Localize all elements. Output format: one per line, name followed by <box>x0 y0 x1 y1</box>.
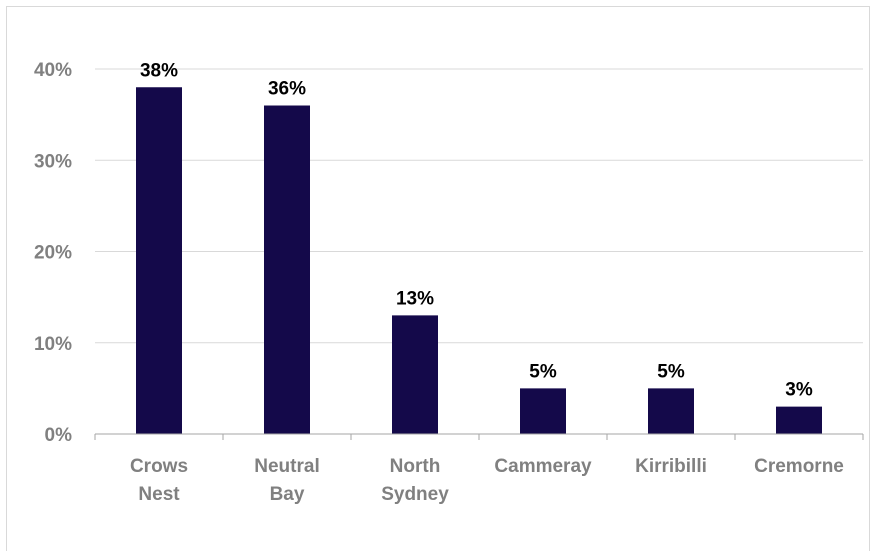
data-label: 13% <box>396 288 434 309</box>
x-tick-label-line: Nest <box>138 484 180 505</box>
category-labels: Crows Nest Neutral Bay North Sydney Cammeray Ki… <box>130 456 844 505</box>
y-tick-label: 20% <box>34 243 72 264</box>
x-tick-label: Kirribilli <box>635 456 707 477</box>
x-tick-label-line: Cremorne <box>754 456 844 477</box>
x-tick-label-line: Neutral <box>254 456 319 477</box>
data-label: 38% <box>140 60 178 81</box>
y-axis-tick-labels: 0% 10% 20% 30% 40% <box>34 60 72 446</box>
data-label: 5% <box>529 361 557 382</box>
bar <box>648 388 694 434</box>
x-tick-label-line: Crows <box>130 456 188 477</box>
chart-frame <box>6 6 870 551</box>
data-label: 36% <box>268 79 306 100</box>
x-tick-label-line: Bay <box>270 484 305 505</box>
x-tick-label: Cremorne <box>754 456 844 477</box>
x-tick-label-line: Sydney <box>381 484 449 505</box>
x-tick-label: Cammeray <box>494 456 592 477</box>
x-axis <box>94 433 864 440</box>
data-label: 5% <box>657 361 685 382</box>
data-labels: 38% 36% 13% 5% 5% 3% <box>140 60 813 400</box>
bar <box>520 388 566 434</box>
x-tick-label: North Sydney <box>381 456 449 505</box>
y-tick-label: 30% <box>34 151 72 172</box>
y-tick-label: 10% <box>34 334 72 355</box>
x-tick-label-line: Cammeray <box>494 456 592 477</box>
bar <box>136 87 182 434</box>
y-tick-label: 0% <box>45 425 73 446</box>
x-tick-label: Crows Nest <box>130 456 188 505</box>
data-label: 3% <box>785 380 813 401</box>
y-tick-label: 40% <box>34 60 72 81</box>
bars <box>136 87 822 434</box>
bar <box>264 105 310 434</box>
gridlines <box>95 68 863 344</box>
bar <box>392 315 438 434</box>
bar <box>776 406 822 434</box>
x-tick-label-line: North <box>390 456 441 477</box>
x-tick-label: Neutral Bay <box>254 456 319 505</box>
x-tick-label-line: Kirribilli <box>635 456 707 477</box>
